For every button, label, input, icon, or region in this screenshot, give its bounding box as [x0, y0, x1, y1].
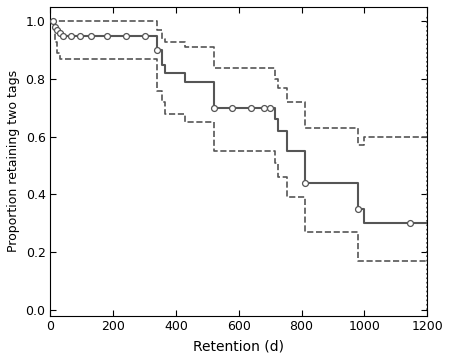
Point: [229, 105, 236, 111]
Point: [210, 105, 217, 111]
Point: [248, 105, 255, 111]
Point: [59, 33, 67, 39]
Point: [67, 33, 74, 39]
Point: [122, 33, 129, 39]
Point: [406, 220, 414, 226]
Point: [76, 33, 84, 39]
Y-axis label: Proportion retaining two tags: Proportion retaining two tags: [7, 70, 20, 252]
Point: [141, 33, 148, 39]
X-axis label: Retention (d): Retention (d): [193, 339, 284, 353]
Point: [301, 180, 308, 186]
Point: [104, 33, 111, 39]
Point: [153, 47, 161, 53]
Point: [88, 33, 95, 39]
Point: [355, 206, 362, 212]
Point: [260, 105, 267, 111]
Point: [54, 27, 61, 33]
Point: [266, 105, 274, 111]
Point: [51, 24, 59, 30]
Point: [56, 30, 63, 36]
Point: [49, 18, 56, 24]
